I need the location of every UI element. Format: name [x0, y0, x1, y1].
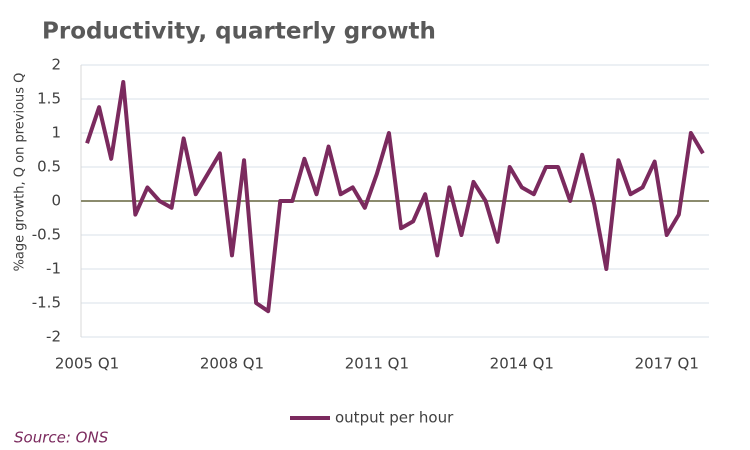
- legend-label: output per hour: [335, 409, 454, 427]
- x-tick-label: 2005 Q1: [55, 355, 119, 373]
- y-tick-label: -2: [46, 328, 61, 346]
- y-tick-label: 1: [51, 124, 61, 142]
- y-tick-label: -1: [46, 260, 61, 278]
- chart-title: Productivity, quarterly growth: [42, 19, 436, 45]
- x-tick-label: 2014 Q1: [490, 355, 554, 373]
- y-axis-label: %age growth, Q on previous Q: [13, 73, 28, 272]
- y-tick-label: 0: [51, 192, 61, 210]
- y-tick-label: 1.5: [37, 90, 61, 108]
- y-tick-label: -1.5: [32, 294, 61, 312]
- x-tick-label: 2008 Q1: [200, 355, 264, 373]
- y-tick-label: 0.5: [37, 158, 61, 176]
- y-tick-label: 2: [51, 56, 61, 74]
- source: Source: ONS: [14, 429, 109, 447]
- series-line: [85, 80, 705, 314]
- x-tick-label: 2017 Q1: [635, 355, 699, 373]
- x-tick-label: 2011 Q1: [345, 355, 409, 373]
- y-tick-label: -0.5: [32, 226, 61, 244]
